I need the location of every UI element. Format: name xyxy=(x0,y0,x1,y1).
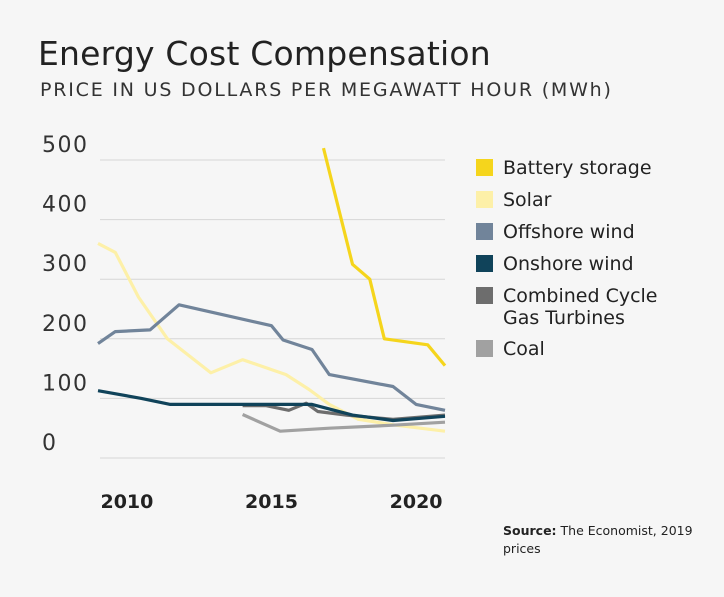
legend-swatch-offshore-wind xyxy=(476,223,493,240)
y-axis: 0 100 200 300 400 500 xyxy=(42,133,89,456)
y-tick-label: 200 xyxy=(42,312,89,337)
series-lines xyxy=(97,147,447,433)
chart-subtitle: PRICE IN US DOLLARS PER MEGAWATT HOUR (M… xyxy=(40,79,613,101)
series-line-onshore-wind xyxy=(97,389,446,423)
y-tick-label: 100 xyxy=(42,371,89,396)
legend-swatch-combined-cycle-gas-turbines xyxy=(476,287,493,304)
x-tick-label: 2010 xyxy=(100,491,153,513)
legend-swatch-battery-storage xyxy=(476,159,493,176)
series-line-solar xyxy=(97,241,446,433)
legend-label-offshore-wind: Offshore wind xyxy=(503,221,635,243)
source-note: Source: The Economist, 2019 prices xyxy=(503,522,703,558)
x-tick-label: 2020 xyxy=(390,491,443,513)
grid-lines xyxy=(100,159,445,459)
series-line-offshore-wind xyxy=(97,303,446,412)
legend-label-onshore-wind: Onshore wind xyxy=(503,253,634,275)
legend-label-solar: Solar xyxy=(503,189,552,211)
source-text: The Economist, 2019 prices xyxy=(503,523,693,556)
y-tick-label: 300 xyxy=(42,252,89,277)
legend-swatch-solar xyxy=(476,191,493,208)
legend-label-combined-cycle-gas-turbines: Combined Cycle Gas Turbines xyxy=(503,285,658,329)
source-label: Source: xyxy=(503,523,557,538)
legend-label-battery-storage: Battery storage xyxy=(503,157,652,179)
y-tick-label: 0 xyxy=(42,431,58,456)
legend-swatch-onshore-wind xyxy=(476,255,493,272)
series-line-coal xyxy=(241,413,446,433)
legend-swatch-coal xyxy=(476,340,493,357)
x-axis: 2010 2015 2020 xyxy=(100,491,442,513)
x-tick-label: 2015 xyxy=(245,491,298,513)
chart-title: Energy Cost Compensation xyxy=(38,34,491,73)
legend: Battery storage Solar Offshore wind Onshore… xyxy=(476,157,658,360)
series-line-battery-storage xyxy=(321,147,447,367)
y-tick-label: 400 xyxy=(42,193,89,218)
y-tick-label: 500 xyxy=(42,133,89,158)
legend-label-coal: Coal xyxy=(503,338,545,360)
